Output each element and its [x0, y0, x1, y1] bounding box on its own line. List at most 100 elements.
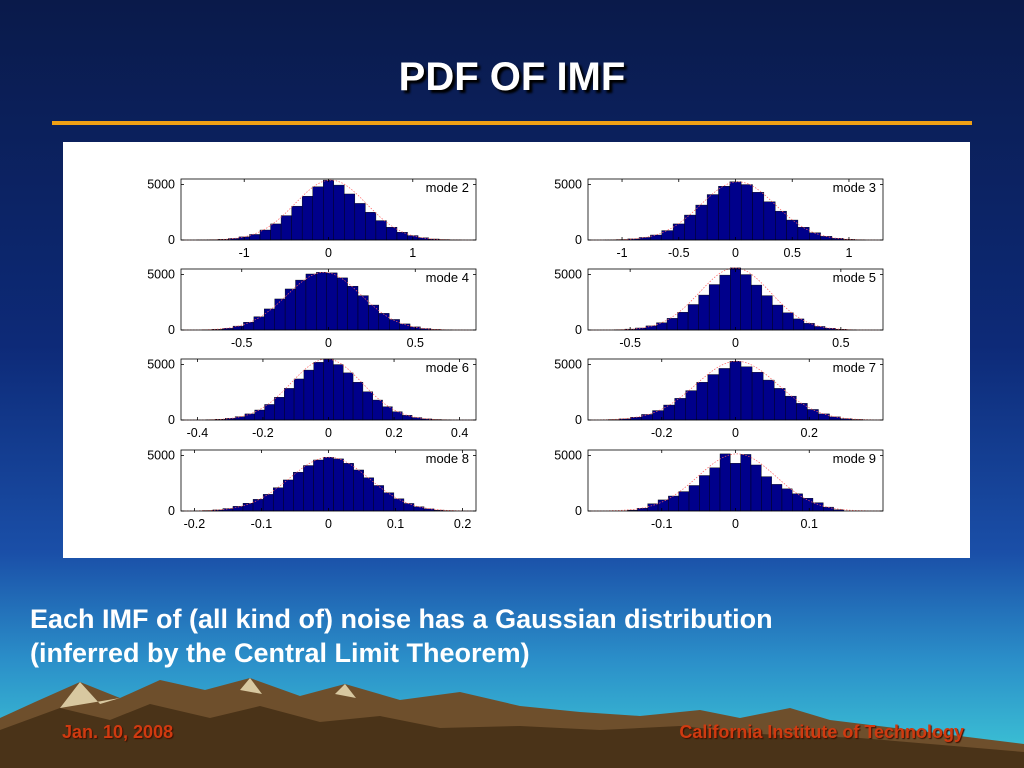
histogram-bar — [678, 491, 690, 512]
mountain-range-decoration — [0, 678, 1024, 768]
histogram-bar — [305, 273, 317, 331]
x-tick-label: -0.4 — [187, 426, 209, 440]
histogram-bar — [719, 274, 731, 331]
histogram-bar — [375, 220, 387, 241]
x-tick-label: -0.1 — [651, 517, 673, 531]
histogram-bar — [264, 308, 275, 331]
histogram-bar — [772, 304, 784, 331]
histogram-bar — [396, 232, 408, 241]
histogram-panel: 0 5000 -1 0 1 mode 2 — [147, 178, 477, 260]
histogram-bar — [243, 322, 255, 331]
y-tick-label: 5000 — [147, 268, 175, 282]
histogram-bar — [316, 272, 327, 331]
x-tick-label: 0 — [732, 246, 739, 260]
x-tick-label: 0.5 — [407, 336, 424, 350]
mode-label: mode 3 — [833, 180, 876, 195]
x-tick-label: 0.5 — [784, 246, 801, 260]
mode-label: mode 9 — [833, 451, 876, 466]
histogram-bar — [274, 397, 285, 421]
x-tick-label: -0.2 — [651, 426, 673, 440]
histogram-bar — [774, 388, 786, 421]
histogram-bar — [333, 184, 345, 241]
histogram-panel: 0 5000 -0.4 -0.2 0 0.2 0.4 mode 6 — [147, 358, 477, 440]
histogram-bar — [719, 453, 731, 512]
histogram-bar — [313, 459, 324, 512]
histogram-bar — [796, 403, 808, 421]
histogram-panel: 0 5000 -0.1 0 0.1 mode 9 — [554, 449, 884, 531]
histogram-bar — [303, 369, 314, 421]
histogram-bar — [706, 194, 719, 241]
mode-label: mode 7 — [833, 360, 876, 375]
histogram-bar — [368, 304, 380, 331]
x-tick-label: -0.5 — [231, 336, 253, 350]
histogram-bar — [259, 229, 271, 241]
y-tick-label: 5000 — [554, 178, 582, 192]
histogram-bar — [323, 179, 334, 241]
histogram-bar — [333, 364, 344, 421]
histogram-bar — [372, 399, 383, 421]
histogram-bar — [695, 204, 708, 241]
y-tick-label: 5000 — [147, 358, 175, 372]
histogram-bar — [761, 476, 772, 512]
histogram-bar — [284, 288, 296, 331]
histogram-bar — [312, 186, 324, 241]
histogram-bar — [313, 362, 324, 421]
x-tick-label: 0 — [325, 336, 332, 350]
histogram-bar — [698, 294, 710, 331]
histogram-bar — [762, 379, 775, 421]
histogram-bar — [326, 272, 338, 331]
x-tick-label: 0 — [325, 517, 332, 531]
y-tick-label: 5000 — [147, 449, 175, 463]
x-tick-label: -0.5 — [619, 336, 641, 350]
histogram-bar — [666, 318, 678, 331]
footer-institution: California Institute of Technology — [679, 722, 964, 742]
histogram-bar — [301, 195, 313, 241]
x-tick-label: -0.1 — [251, 517, 273, 531]
histogram-bar — [771, 484, 783, 512]
y-tick-label: 0 — [168, 413, 175, 427]
histogram-bar — [386, 227, 398, 241]
y-tick-label: 0 — [575, 323, 582, 337]
footer-date: Jan. 10, 2008 — [62, 722, 174, 742]
histogram-bar — [674, 398, 686, 421]
histogram-bar — [687, 304, 699, 331]
histogram-bar — [668, 495, 679, 512]
histogram-bar — [752, 192, 765, 241]
histogram-bar — [829, 416, 841, 421]
y-tick-label: 5000 — [554, 358, 582, 372]
histogram-bar — [647, 503, 659, 512]
x-tick-label: 0.1 — [801, 517, 818, 531]
histogram-bar — [740, 274, 752, 331]
histogram-bar — [775, 210, 787, 241]
x-tick-label: -0.2 — [184, 517, 206, 531]
y-tick-label: 0 — [575, 504, 582, 518]
histogram-bar — [389, 319, 400, 331]
x-tick-label: 0.2 — [454, 517, 471, 531]
histogram-bar — [353, 469, 364, 512]
histogram-bar — [274, 298, 286, 331]
histogram-panel: 0 5000 -0.5 0 0.5 mode 4 — [147, 268, 477, 350]
y-tick-label: 0 — [168, 504, 175, 518]
y-tick-label: 0 — [168, 323, 175, 337]
histogram-bar — [684, 214, 696, 241]
slide-caption: Each IMF of (all kind of) noise has a Ga… — [30, 602, 1010, 670]
histogram-bar — [365, 212, 377, 241]
histogram-bar — [751, 372, 764, 421]
histogram-bar — [802, 498, 814, 512]
histogram-bar — [354, 203, 366, 241]
histogram-bar — [264, 404, 275, 421]
histogram-bar — [696, 382, 709, 421]
histogram-bar — [280, 215, 292, 241]
y-tick-label: 5000 — [554, 268, 582, 282]
histogram-bar — [707, 374, 720, 421]
x-tick-label: -0.5 — [668, 246, 690, 260]
histogram-bar — [812, 502, 824, 512]
x-tick-label: 0 — [732, 517, 739, 531]
histogram-bar — [820, 236, 833, 241]
gaussian-fit-curve — [181, 358, 476, 421]
histogram-bar — [630, 417, 642, 421]
histogram-grid: 0 5000 -1 0 1 mode 2 0 5000 -1 -0.5 0 0.5 1 mode 3 0 50… — [147, 178, 884, 531]
histogram-bar — [363, 477, 374, 512]
histogram-bar — [336, 277, 348, 331]
title-underline — [52, 121, 972, 125]
